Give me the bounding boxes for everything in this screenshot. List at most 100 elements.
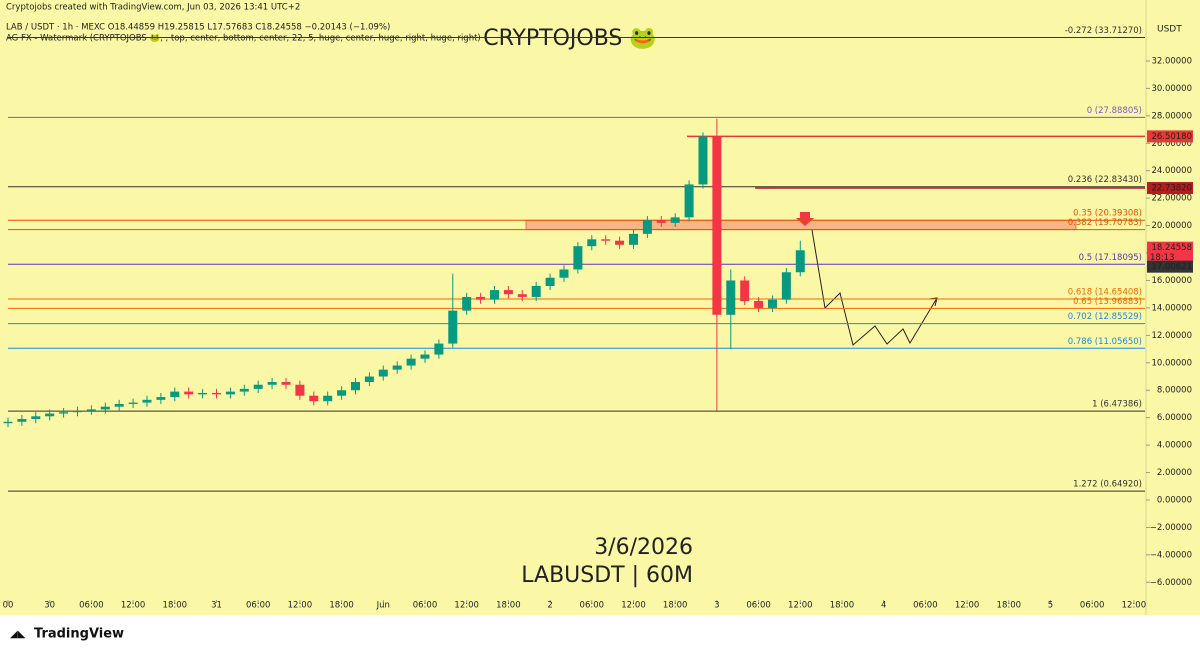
- fib-label: 0.5 (17.18095): [1079, 253, 1142, 263]
- x-tick-label: 06:00: [413, 601, 438, 611]
- candle-body: [601, 239, 611, 241]
- candle-body: [434, 343, 444, 355]
- watermark: CRYPTOJOBS 🐸: [483, 26, 657, 51]
- candle-body: [545, 277, 555, 286]
- y-tick-label: 8.00000: [1157, 386, 1192, 396]
- fib-label: 0.236 (22.83430): [1068, 175, 1142, 185]
- candle-body: [45, 413, 55, 417]
- x-tick-label: 3: [714, 601, 719, 611]
- x-tick-label: 12:00: [955, 601, 980, 611]
- header-line: Cryptojobs created with TradingView.com,…: [6, 3, 300, 13]
- candle-body: [170, 391, 180, 398]
- date-text: 3/6/2026: [594, 535, 693, 560]
- x-tick-label: 18:00: [830, 601, 855, 611]
- fib-label: 0.702 (12.85529): [1068, 312, 1142, 322]
- x-tick-label: 18:00: [496, 601, 521, 611]
- candle-body: [309, 395, 319, 402]
- y-tick-label: −2.00000: [1150, 523, 1192, 533]
- candle-body: [295, 384, 305, 396]
- candle-body: [517, 294, 527, 297]
- header-line: AG FX - Watermark (CRYPTOJOBS 🐸, , top, …: [6, 33, 481, 44]
- candle-body: [628, 233, 638, 245]
- y-tick-label: 22.00000: [1151, 194, 1192, 204]
- fib-label: 0.35 (20.39308): [1073, 209, 1142, 219]
- x-tick-label: 06:00: [746, 601, 771, 611]
- candle-body: [726, 280, 736, 315]
- candle-body: [114, 403, 124, 407]
- y-tick-label: −4.00000: [1150, 550, 1192, 560]
- candle-body: [573, 246, 583, 270]
- candle-body: [670, 217, 680, 223]
- candle-body: [239, 388, 249, 392]
- candle-body: [642, 220, 652, 234]
- level-badge: [1147, 182, 1193, 195]
- candle-body: [406, 358, 416, 366]
- candle-body: [698, 136, 708, 185]
- projection-path: [811, 229, 938, 346]
- candle-body: [448, 310, 458, 344]
- x-tick-label: 00: [3, 601, 14, 611]
- candle-body: [476, 296, 486, 300]
- x-tick-label: 31: [211, 601, 222, 611]
- symbol-text: LABUSDT | 60M: [521, 563, 693, 588]
- x-tick-label: 06:00: [580, 601, 605, 611]
- fib-label: 0.618 (14.65408): [1068, 287, 1142, 297]
- y-tick-label: 32.00000: [1151, 56, 1192, 66]
- currency: USDT: [1157, 25, 1182, 35]
- candle-body: [684, 184, 694, 218]
- y-tick-label: −6.00000: [1150, 578, 1192, 588]
- footer: [0, 615, 1200, 654]
- y-tick-label: 10.00000: [1151, 358, 1192, 368]
- x-tick-label: 12:00: [454, 601, 479, 611]
- candle-body: [86, 409, 96, 411]
- candle-body: [587, 239, 597, 247]
- x-tick-label: 12:00: [621, 601, 646, 611]
- candle-body: [740, 280, 750, 302]
- candle-body: [378, 369, 388, 377]
- y-tick-label: 2.00000: [1157, 468, 1192, 478]
- candle-body: [754, 301, 764, 308]
- fib-label: 0 (27.88805): [1087, 106, 1142, 116]
- level-badge-label: 22.73820: [1151, 184, 1192, 194]
- candle-body: [462, 296, 472, 311]
- candle-body: [392, 365, 402, 370]
- fib-label: 0.382 (19.70783): [1068, 218, 1142, 228]
- candle-body: [489, 290, 499, 300]
- x-tick-label: 5: [1048, 601, 1053, 611]
- candle-body: [225, 391, 235, 395]
- candle-body: [267, 381, 277, 385]
- fib-label: 1 (6.47386): [1092, 400, 1142, 410]
- candle-body: [795, 250, 805, 273]
- y-tick-label: 20.00000: [1151, 221, 1192, 231]
- candle-body: [253, 384, 263, 389]
- y-tick-label: 12.00000: [1151, 331, 1192, 341]
- fib-label: 0.786 (11.05650): [1068, 337, 1142, 347]
- fib-label: 0.65 (13.96883): [1073, 297, 1142, 307]
- x-tick-label: 18:00: [329, 601, 354, 611]
- background: [0, 0, 1200, 615]
- candle-body: [350, 381, 360, 391]
- y-tick-label: 16.00000: [1151, 276, 1192, 286]
- y-tick-label: 28.00000: [1151, 111, 1192, 121]
- x-tick-label: 06:00: [246, 601, 271, 611]
- x-tick-label: 06:00: [913, 601, 938, 611]
- down-arrow: [796, 212, 814, 226]
- candle-body: [615, 240, 625, 245]
- y-tick-label: 14.00000: [1151, 303, 1192, 313]
- fib-label: -0.272 (33.71270): [1065, 26, 1142, 36]
- x-tick-label: 18:00: [163, 601, 188, 611]
- brand-icon: ◢◣: [10, 629, 26, 640]
- candle-body: [767, 299, 777, 308]
- candle-body: [503, 290, 513, 295]
- candle-body: [712, 136, 722, 315]
- y-tick-label: 24.00000: [1151, 166, 1192, 176]
- candle-body: [3, 421, 13, 424]
- brand: TradingView: [34, 627, 124, 642]
- x-tick-label: 30: [44, 601, 55, 611]
- candle-body: [184, 391, 194, 395]
- candle-body: [59, 412, 69, 414]
- candle-body: [531, 285, 541, 297]
- candle-body: [156, 397, 166, 400]
- x-tick-label: 12:00: [1122, 601, 1147, 611]
- candle-body: [100, 406, 110, 410]
